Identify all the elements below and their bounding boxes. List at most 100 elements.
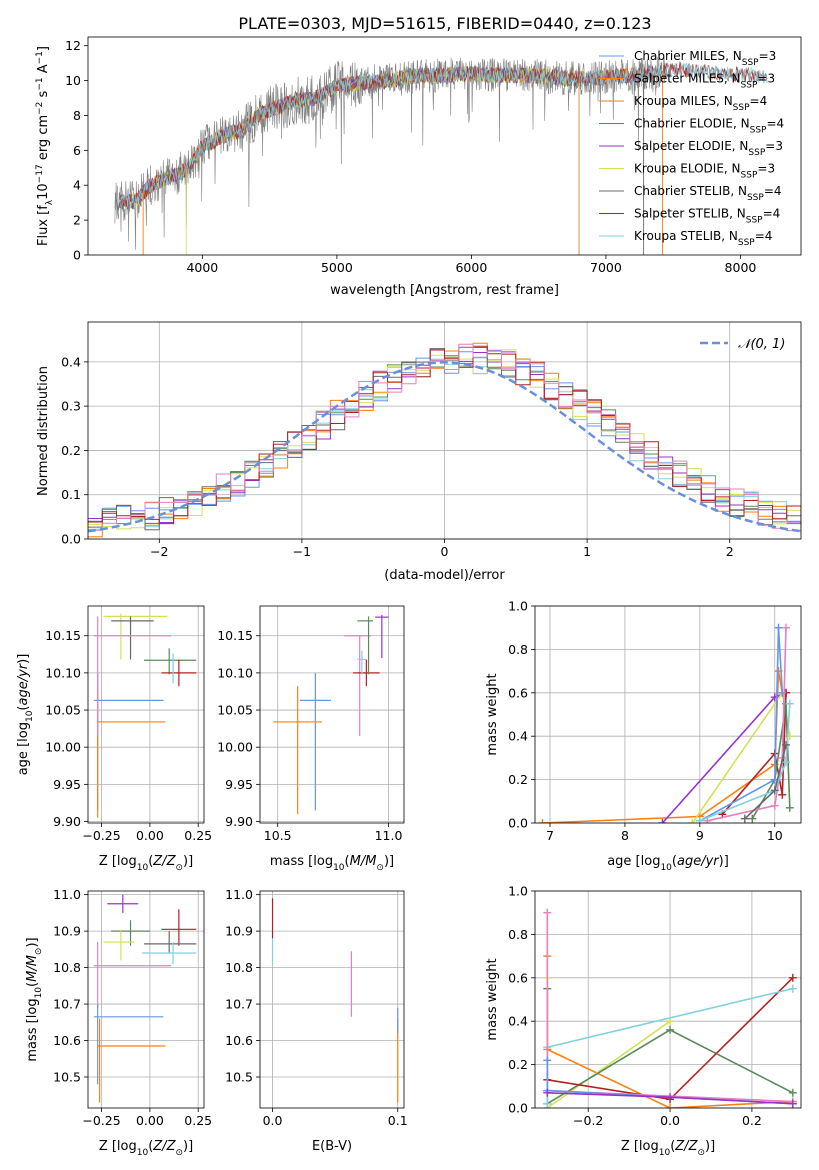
y-tick-label: 0.2 xyxy=(508,1057,528,1072)
y-tick-label: 0.2 xyxy=(61,443,81,458)
x-axis-label: E(B-V) xyxy=(312,1139,352,1154)
x-tick-label: 1 xyxy=(583,544,591,559)
y-tick-label: 0.6 xyxy=(508,685,528,700)
axes-frame xyxy=(259,605,405,824)
age_vs_Z-points xyxy=(93,613,197,818)
y-axis-label: mass weight xyxy=(485,673,500,755)
y-axis-label: age [log10(age/yr)] xyxy=(16,654,35,776)
y-tick-label: 0.2 xyxy=(508,772,528,787)
y-tick-label: 11.0 xyxy=(225,887,253,902)
x-tick-label: 0.25 xyxy=(184,1113,212,1128)
y-tick-label: 10.05 xyxy=(217,703,253,718)
x-tick-label: 0.0 xyxy=(660,1113,680,1128)
x-tick-label: −0.25 xyxy=(82,1113,120,1128)
histogram-series-chabrier-stelib xyxy=(88,346,801,531)
y-axis-label: mass [log10(M/M⊙)] xyxy=(25,937,44,1061)
y-tick-label: 10.7 xyxy=(225,997,253,1012)
axes-frame xyxy=(87,605,205,824)
x-axis-label: mass [log10(M/M⊙)] xyxy=(270,854,394,873)
x-tick-label: −0.2 xyxy=(573,1113,603,1128)
y-tick-label: 9.90 xyxy=(225,814,253,829)
y-tick-label: 10.6 xyxy=(53,1033,81,1048)
y-tick-label: 10.00 xyxy=(217,740,253,755)
y-tick-label: 0.4 xyxy=(508,729,528,744)
y-tick-label: 4 xyxy=(73,178,81,193)
legend-label: Salpeter ELODIE, NSSP=3 xyxy=(634,139,783,158)
x-tick-label: 11.0 xyxy=(375,828,403,843)
y-tick-label: 10.5 xyxy=(53,1070,81,1085)
axes-frame xyxy=(534,890,802,1109)
spectrum-legend: Chabrier MILES, NSSP=3 Salpeter MILES, NS… xyxy=(599,49,784,248)
y-tick-label: 0.6 xyxy=(508,970,528,985)
y-tick-label: 10.7 xyxy=(53,997,81,1012)
y-tick-label: 12 xyxy=(65,38,81,53)
weight_vs_Z-axes: −0.2 0.0 0.2 0.0 0.2 0.4 0.6 0.8 1.0 Z [log10(Z/Z… xyxy=(485,884,802,1158)
y-tick-label: 10.5 xyxy=(225,1070,253,1085)
y-tick-label: 10.10 xyxy=(45,665,81,680)
age_vs_Z-axes: −0.25 0.00 0.25 9.90 9.95 10.00 10.05 10.10 10.1… xyxy=(16,605,212,873)
y-tick-label: 0.3 xyxy=(61,399,81,414)
y-tick-label: 9.90 xyxy=(53,814,81,829)
x-tick-label: 0.2 xyxy=(742,1113,762,1128)
x-tick-label: 0.1 xyxy=(388,1113,408,1128)
x-tick-label: 0 xyxy=(441,544,449,559)
histogram-series-chabrier-miles xyxy=(88,349,801,535)
y-tick-label: 0.8 xyxy=(508,642,528,657)
x-tick-label: 6000 xyxy=(455,260,487,275)
y-tick-label: 0.0 xyxy=(508,1101,528,1116)
residual_histogram-axes: −2 −1 0 1 2 0.0 0.1 0.2 0.3 0.4 𝒩(0, 1) (data-model… xyxy=(36,321,802,583)
y-tick-label: 2 xyxy=(73,213,81,228)
x-tick-label: 5000 xyxy=(321,260,353,275)
weight_vs_age-lines xyxy=(538,623,794,823)
spectrum-lines xyxy=(114,54,768,255)
legend-label: Chabrier STELIB, NSSP=4 xyxy=(634,184,782,203)
x-tick-label: −0.25 xyxy=(82,828,120,843)
mass_vs_ebv-points xyxy=(271,898,399,1103)
x-tick-label: 4000 xyxy=(186,260,218,275)
mass_vs_Z-axes: −0.25 0.00 0.25 10.5 10.6 10.7 10.8 10.9 11.0 Z [… xyxy=(25,887,212,1158)
x-axis-label: wavelength [Angstrom, rest frame] xyxy=(330,283,559,298)
legend-label: Salpeter MILES, NSSP=3 xyxy=(634,72,775,91)
histogram-series-pink xyxy=(88,343,801,532)
y-tick-label: 9.95 xyxy=(53,777,81,792)
histogram-steps xyxy=(88,342,801,538)
age_vs_mass-axes: 10.5 11.0 9.90 9.95 10.00 10.05 10.10 10.15 mass… xyxy=(217,605,405,873)
x-tick-label: −1 xyxy=(293,544,311,559)
legend-label: 𝒩(0, 1) xyxy=(738,337,785,352)
histogram-series-kroupa-stelib xyxy=(88,350,801,530)
x-axis-label: (data-model)/error xyxy=(384,568,505,583)
y-axis-label: Flux [fλ10−17 erg cm−2 s−1 A−1] xyxy=(35,46,55,246)
x-axis-label: Z [log10(Z/Z⊙)] xyxy=(621,1139,715,1158)
x-tick-label: 10 xyxy=(767,828,783,843)
x-tick-label: 0.25 xyxy=(184,828,212,843)
x-tick-label: 7000 xyxy=(590,260,622,275)
kroupa-stelib-model-line xyxy=(114,62,768,210)
weight-series-chabrier-miles xyxy=(699,627,784,822)
normal-curve-line xyxy=(88,361,801,533)
legend-label: Salpeter STELIB, NSSP=4 xyxy=(634,207,780,226)
x-axis-label: age [log10(age/yr)] xyxy=(607,854,729,873)
mass_vs_ebv-axes: 0.0 0.1 10.5 10.6 10.7 10.8 10.9 11.0 E(B-V) xyxy=(225,887,408,1154)
y-tick-label: 1.0 xyxy=(508,599,528,614)
y-tick-label: 10.9 xyxy=(225,924,253,939)
observed-spectrum-line xyxy=(114,54,667,250)
y-tick-label: 10.8 xyxy=(225,960,253,975)
figure-title: PLATE=0303, MJD=51615, FIBERID=0440, z=0… xyxy=(238,14,651,33)
y-tick-label: 10.10 xyxy=(217,665,253,680)
axes-frame xyxy=(534,605,802,824)
age_vs_mass-points xyxy=(273,614,389,815)
y-tick-label: 10.15 xyxy=(45,628,81,643)
weight-series-salpeter-miles xyxy=(542,670,784,823)
y-tick-label: 9.95 xyxy=(225,777,253,792)
histogram-series-salpeter-miles xyxy=(88,342,801,538)
y-axis-label: Normed distribution xyxy=(36,366,51,496)
weight_vs_age-axes: 7 8 9 10 0.0 0.2 0.4 0.6 0.8 1.0 age [log10(age/yr… xyxy=(485,599,802,873)
spectrum-axes: 4000 5000 6000 7000 8000 0 2 4 6 8 10 12 Chabrier MI… xyxy=(35,36,802,298)
y-tick-label: 0.1 xyxy=(61,487,81,502)
x-tick-label: 9 xyxy=(696,828,704,843)
y-tick-label: 1.0 xyxy=(508,884,528,899)
y-tick-label: 0 xyxy=(73,248,81,263)
axes-frame xyxy=(87,321,802,540)
mass_vs_Z-points xyxy=(93,894,197,1103)
legend-label: Kroupa ELODIE, NSSP=3 xyxy=(634,162,775,181)
